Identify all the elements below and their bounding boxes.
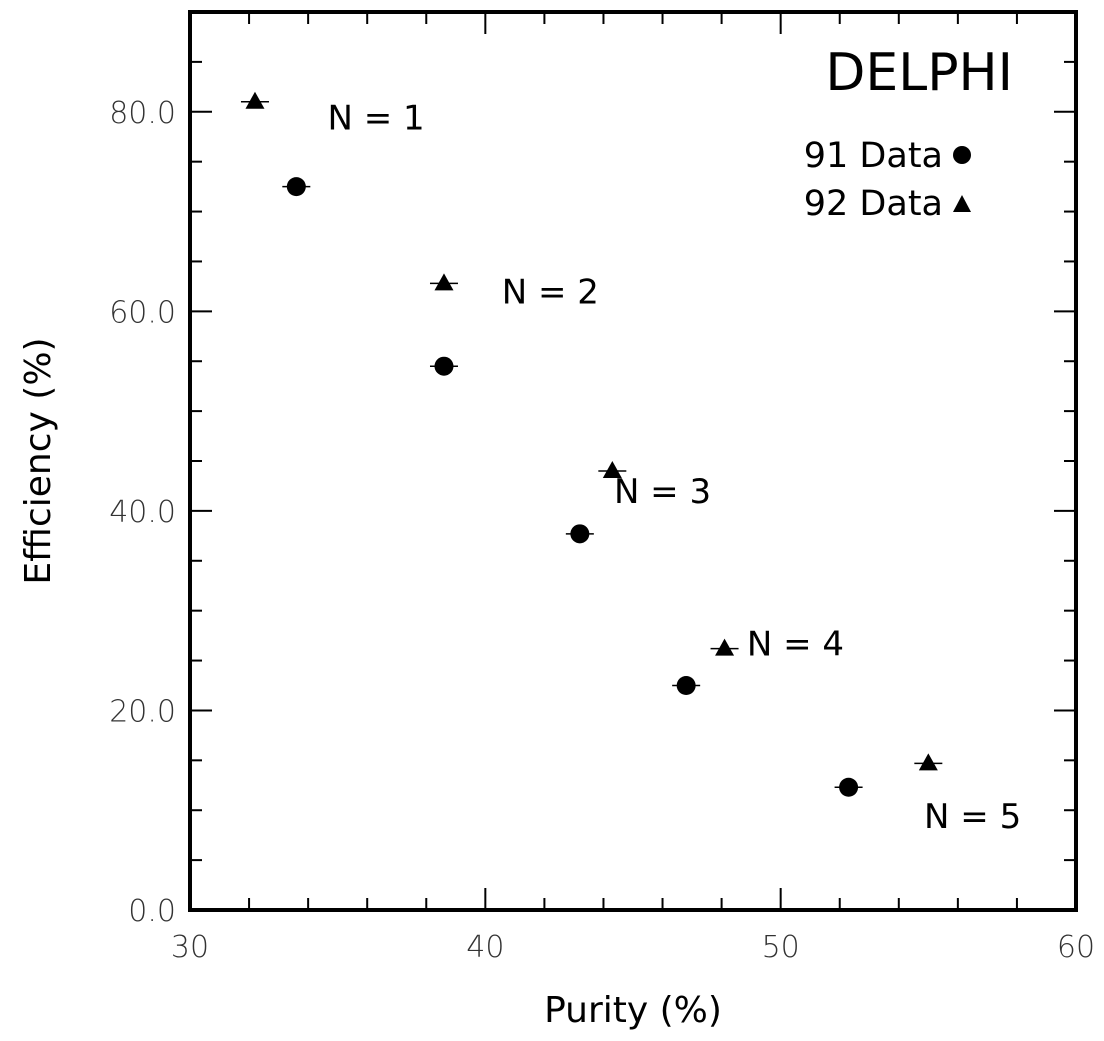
data-points <box>240 91 943 797</box>
n-annotation: N = 3 <box>614 472 711 512</box>
axis-tick-labels: 30 40 50 60 0.0 20.0 40.0 60.0 80.0 <box>109 96 1095 965</box>
n-annotation: N = 2 <box>502 272 599 312</box>
data-point-91 <box>839 777 859 797</box>
legend: 91 Data 92 Data <box>804 136 971 224</box>
axis-ticks <box>189 11 1077 911</box>
data-point-92 <box>245 91 265 109</box>
data-point-91 <box>434 356 454 376</box>
data-point-91 <box>286 177 306 197</box>
data-point-92 <box>434 273 454 291</box>
x-tick-label: 50 <box>762 930 800 965</box>
x-tick-label: 40 <box>466 930 504 965</box>
y-tick-label: 0.0 <box>128 894 176 929</box>
n-annotation: N = 1 <box>327 99 424 139</box>
data-point-92 <box>918 753 938 771</box>
data-point-92 <box>602 460 622 478</box>
y-axis-title: Efficiency (%) <box>18 337 59 584</box>
legend-label-91: 91 Data <box>804 136 943 176</box>
n-annotation: N = 5 <box>924 797 1021 837</box>
x-tick-label: 60 <box>1057 930 1095 965</box>
n-annotation: N = 4 <box>747 625 844 665</box>
data-point-91 <box>570 524 590 544</box>
experiment-label: DELPHI <box>825 43 1013 103</box>
y-tick-label: 80.0 <box>109 96 176 131</box>
x-tick-label: 30 <box>171 930 209 965</box>
legend-marker-circle <box>953 146 971 164</box>
legend-marker-triangle <box>953 195 971 212</box>
y-tick-label: 40.0 <box>109 495 176 530</box>
point-annotations: N = 1 N = 2 N = 3 N = 4 N = 5 <box>327 99 1021 837</box>
data-point-92 <box>715 638 735 656</box>
y-tick-label: 20.0 <box>109 694 176 729</box>
plot-frame <box>188 10 1078 912</box>
data-point-91 <box>676 676 696 695</box>
x-axis-title: Purity (%) <box>544 990 722 1031</box>
y-tick-label: 60.0 <box>109 295 176 330</box>
legend-label-92: 92 Data <box>804 184 943 224</box>
